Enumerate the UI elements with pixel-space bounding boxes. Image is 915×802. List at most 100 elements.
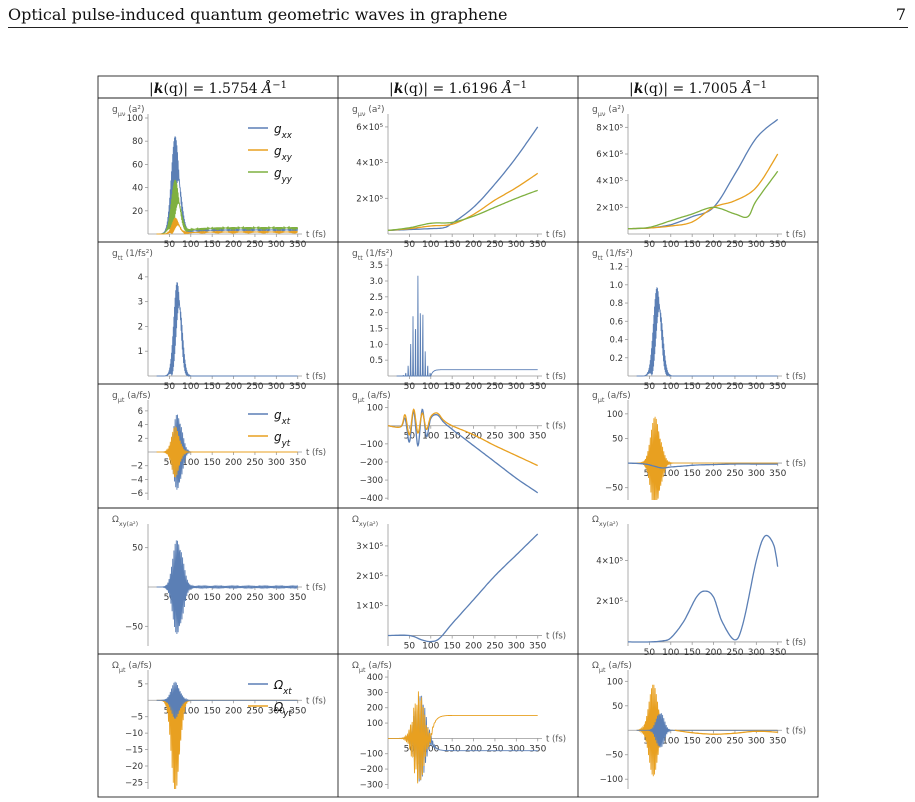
x-axis-label: t (fs) [546, 422, 566, 432]
x-tick-label: 250 [486, 432, 503, 442]
x-tick-label: 100 [422, 382, 439, 392]
series-line-g_yt [387, 408, 538, 467]
x-tick-label: 50 [644, 648, 656, 658]
y-tick-label: 2×10⁵ [596, 597, 623, 607]
y-tick-label: −25 [125, 778, 143, 788]
y-axis-label: gμν (a²) [592, 105, 624, 118]
x-tick-label: 150 [684, 382, 701, 392]
plot-panel: Ωxy(a²) 1×10⁵ 2×10⁵ 3×10⁵ 50 100 150 200 250 300 3… [352, 515, 566, 652]
running-head: Optical pulse-induced quantum geometric … [8, 2, 908, 28]
y-axis-label: Ωμt (a/fs) [592, 661, 632, 674]
y-axis-label: Ωxy(a²) [592, 515, 618, 528]
x-tick-label: 200 [225, 593, 242, 603]
series-line-g_xx [388, 126, 539, 232]
y-tick-label: −400 [360, 494, 383, 504]
x-tick-label: 150 [684, 469, 701, 479]
y-tick-label: 50 [612, 702, 623, 712]
x-tick-label: 200 [465, 642, 482, 652]
x-tick-label: 50 [164, 240, 176, 250]
x-tick-label: 300 [508, 382, 525, 392]
y-tick-label: 4 [138, 421, 143, 431]
y-tick-label: 1.0 [369, 340, 383, 350]
legend-label: gxy [274, 144, 293, 163]
series-line-g_yt [636, 416, 778, 501]
y-tick-label: 0.8 [609, 299, 623, 309]
figure-table-frame [97, 75, 819, 798]
y-tick-label: −5 [130, 713, 143, 723]
legend-label: gyt [274, 430, 291, 449]
y-tick-label: 6×10⁵ [596, 150, 623, 160]
series-line-g_xy [387, 172, 539, 232]
x-tick-label: 300 [268, 240, 285, 250]
x-axis-label: t (fs) [546, 734, 566, 744]
series-line-g_tt [396, 275, 538, 377]
y-tick-label: 2 [138, 322, 143, 332]
y-tick-label: −50 [605, 484, 623, 494]
x-tick-label: 200 [705, 648, 722, 658]
x-axis-label: t (fs) [546, 372, 566, 382]
x-tick-label: 100 [662, 382, 679, 392]
series-line-g_tt [636, 287, 778, 378]
y-tick-label: 50 [612, 434, 623, 444]
x-tick-label: 350 [289, 382, 306, 392]
x-axis-label: t (fs) [546, 230, 566, 240]
x-tick-label: 100 [662, 240, 679, 250]
y-axis-label: gμt (a/fs) [112, 391, 151, 404]
y-axis-label: gμt (a/fs) [592, 391, 631, 404]
x-tick-label: 200 [705, 736, 722, 746]
plot-panel: gtt (1/fs²) 0.5 1.0 1.5 2.0 2.5 3.0 3.5 50 100 150… [352, 249, 566, 392]
y-tick-label: −20 [125, 762, 143, 772]
y-tick-label: 40 [132, 184, 143, 194]
x-tick-label: 100 [182, 382, 199, 392]
y-tick-label: 2 [138, 434, 143, 444]
y-axis-label: gμν (a²) [112, 105, 144, 118]
plot-panel: gμν (a²) 2×10⁵ 4×10⁵ 6×10⁵ 8×10⁵ 50 100 150 200 2… [592, 105, 806, 250]
y-tick-label: 2×10⁵ [356, 194, 383, 204]
x-axis-label: t (fs) [306, 583, 326, 593]
plot-panel: gμt (a/fs) −400 −300 −200 −100 100 50 100 150 200… [352, 391, 566, 504]
x-tick-label: 300 [268, 593, 285, 603]
y-tick-label: −200 [360, 765, 383, 775]
y-tick-label: −100 [360, 750, 383, 760]
plot-panel: gμν (a²) 2×10⁵ 4×10⁵ 6×10⁵ 50 100 150 200 250 300… [352, 105, 566, 250]
x-tick-label: 50 [404, 240, 416, 250]
y-tick-label: 3.0 [369, 277, 383, 287]
x-tick-label: 350 [529, 432, 546, 442]
x-tick-label: 350 [769, 469, 786, 479]
x-tick-label: 200 [465, 432, 482, 442]
legend-label: gxt [274, 408, 291, 427]
x-tick-label: 100 [182, 240, 199, 250]
x-tick-label: 50 [644, 382, 656, 392]
x-axis-label: t (fs) [786, 230, 806, 240]
x-tick-label: 350 [529, 744, 546, 754]
x-tick-label: 300 [748, 648, 765, 658]
x-tick-label: 50 [404, 642, 416, 652]
x-tick-label: 350 [769, 382, 786, 392]
y-axis-label: gμt (a/fs) [352, 391, 391, 404]
x-tick-label: 300 [508, 240, 525, 250]
legend-label: gyy [274, 166, 293, 185]
x-axis-label: t (fs) [786, 459, 806, 469]
x-tick-label: 100 [422, 432, 439, 442]
y-tick-label: −300 [360, 476, 383, 486]
x-tick-label: 300 [508, 432, 525, 442]
y-tick-label: 4 [138, 273, 143, 283]
x-tick-label: 150 [204, 593, 221, 603]
x-tick-label: 250 [486, 240, 503, 250]
y-axis-label: Ωμt (a/fs) [112, 661, 152, 674]
x-tick-label: 50 [164, 382, 176, 392]
x-tick-label: 200 [705, 382, 722, 392]
series-line-g_xx [627, 118, 779, 230]
y-tick-label: 0.2 [609, 354, 623, 364]
x-tick-label: 250 [726, 469, 743, 479]
x-tick-label: 250 [726, 240, 743, 250]
y-tick-label: 6×10⁵ [356, 123, 383, 133]
x-tick-label: 300 [748, 736, 765, 746]
x-tick-label: 150 [204, 382, 221, 392]
y-tick-label: 400 [367, 673, 383, 683]
y-axis-label: gtt (1/fs²) [352, 249, 393, 262]
y-tick-label: 4×10⁵ [356, 159, 383, 169]
